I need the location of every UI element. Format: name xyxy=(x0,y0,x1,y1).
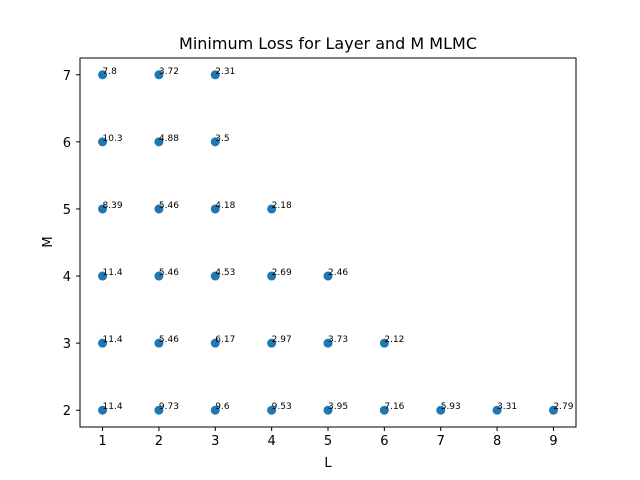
data-point xyxy=(98,204,108,214)
data-point xyxy=(210,70,220,80)
data-point xyxy=(98,405,108,415)
chart-title: Minimum Loss for Layer and M MLMC xyxy=(179,34,477,53)
x-tick-label: 1 xyxy=(98,434,106,449)
data-point xyxy=(210,204,220,214)
data-point xyxy=(267,204,277,214)
y-axis-label: M xyxy=(41,236,56,247)
data-point xyxy=(98,137,108,147)
data-point-label: 11.4 xyxy=(103,402,123,412)
data-point-label: 4.53 xyxy=(215,268,235,278)
data-point-label: 3.72 xyxy=(159,67,179,77)
data-point xyxy=(210,338,220,348)
data-point-label: 5.46 xyxy=(159,201,179,211)
y-tick-label: 3 xyxy=(63,337,71,352)
data-point-label: 2.79 xyxy=(553,402,573,412)
x-tick-label: 2 xyxy=(155,434,163,449)
y-tick-label: 2 xyxy=(63,404,71,419)
x-axis: 1 2 3 4 5 6 7 8 9 xyxy=(98,427,558,449)
data-point xyxy=(323,338,333,348)
data-point xyxy=(267,405,277,415)
data-points xyxy=(98,70,558,415)
data-point xyxy=(154,338,164,348)
x-tick-label: 7 xyxy=(437,434,445,449)
data-point-label: 4.18 xyxy=(215,201,235,211)
data-point-label: 3.95 xyxy=(328,402,348,412)
data-point-label: 3.31 xyxy=(497,402,517,412)
data-point-label: 11.4 xyxy=(103,335,123,345)
data-point xyxy=(98,338,108,348)
data-point-label: 6.17 xyxy=(215,335,235,345)
x-tick-label: 9 xyxy=(549,434,557,449)
x-tick-label: 4 xyxy=(267,434,275,449)
data-point-label: 2.31 xyxy=(215,67,235,77)
data-point xyxy=(323,271,333,281)
data-point xyxy=(436,405,446,415)
y-axis: 2 3 4 5 6 7 xyxy=(63,69,80,419)
data-point xyxy=(267,338,277,348)
data-point xyxy=(379,405,389,415)
data-point xyxy=(154,70,164,80)
data-point-label: 5.46 xyxy=(159,268,179,278)
x-axis-label: L xyxy=(324,456,332,471)
x-tick-label: 3 xyxy=(211,434,219,449)
y-tick-label: 4 xyxy=(63,270,71,285)
data-point xyxy=(323,405,333,415)
y-tick-label: 5 xyxy=(63,203,71,218)
data-point xyxy=(210,405,220,415)
data-point xyxy=(154,137,164,147)
data-point-label: 9.73 xyxy=(159,402,179,412)
data-point xyxy=(267,271,277,281)
data-point-label: 9.53 xyxy=(272,402,292,412)
data-point-label: 9.6 xyxy=(215,402,230,412)
data-point-label: 7.16 xyxy=(384,402,404,412)
data-labels: 7.8 3.72 2.31 10.3 4.88 3.5 8.39 5.46 4.18 2.18 11… xyxy=(103,67,574,412)
data-point-label: 4.88 xyxy=(159,134,179,144)
data-point-label: 2.46 xyxy=(328,268,348,278)
data-point xyxy=(379,338,389,348)
data-point xyxy=(154,204,164,214)
data-point-label: 2.18 xyxy=(272,201,292,211)
data-point-label: 2.12 xyxy=(384,335,404,345)
data-point xyxy=(98,271,108,281)
data-point xyxy=(210,137,220,147)
data-point-label: 11.4 xyxy=(103,268,123,278)
data-point-label: 5.46 xyxy=(159,335,179,345)
data-point xyxy=(154,271,164,281)
data-point-label: 7.8 xyxy=(103,67,118,77)
data-point-label: 10.3 xyxy=(103,134,123,144)
data-point xyxy=(154,405,164,415)
y-tick-label: 7 xyxy=(63,69,71,84)
data-point xyxy=(548,405,558,415)
data-point-label: 3.73 xyxy=(328,335,348,345)
x-tick-label: 5 xyxy=(324,434,332,449)
data-point-label: 2.97 xyxy=(272,335,292,345)
data-point-label: 2.69 xyxy=(272,268,292,278)
data-point xyxy=(210,271,220,281)
x-tick-label: 6 xyxy=(380,434,388,449)
plot-frame xyxy=(79,57,577,428)
y-tick-label: 6 xyxy=(63,136,71,151)
plot-area xyxy=(79,57,577,428)
x-tick-label: 8 xyxy=(493,434,501,449)
data-point-label: 3.5 xyxy=(215,134,229,144)
data-point-label: 8.39 xyxy=(103,201,123,211)
data-point-label: 5.93 xyxy=(441,402,461,412)
data-point xyxy=(98,70,108,80)
data-point xyxy=(492,405,502,415)
